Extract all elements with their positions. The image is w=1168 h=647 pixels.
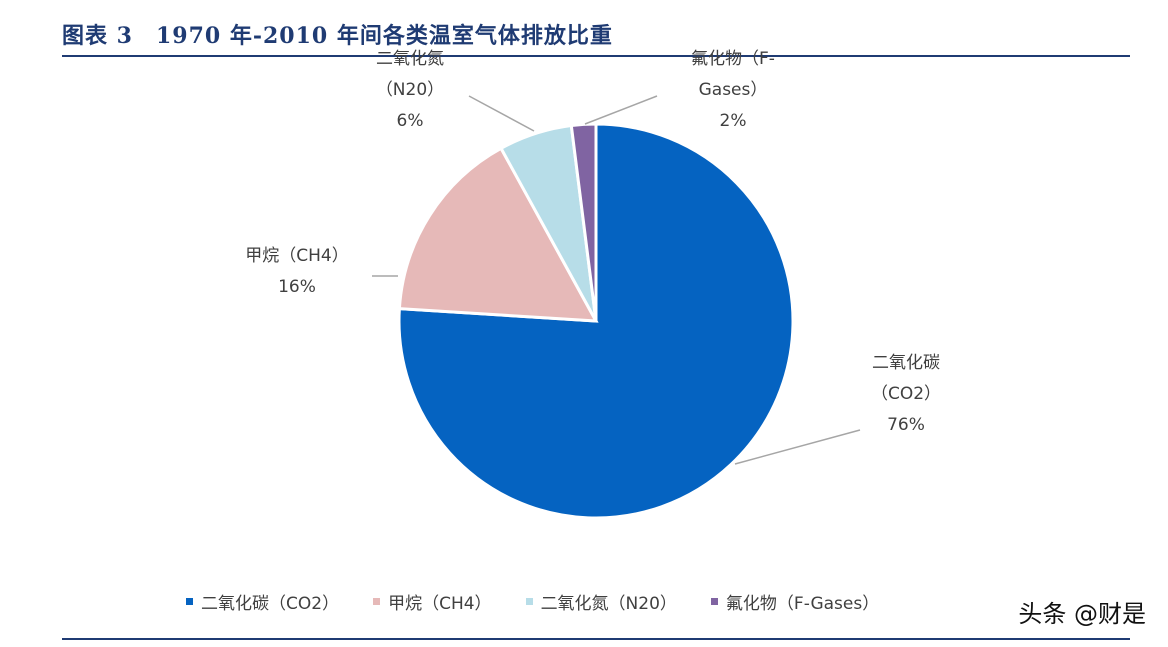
bottom-divider <box>62 638 1130 640</box>
legend-label-ch4: 甲烷（CH4） <box>388 593 492 614</box>
legend-item-ch4: 甲烷（CH4） <box>373 589 492 614</box>
legend-item-fgases: 氟化物（F-Gases） <box>710 589 880 614</box>
chart-legend: 二氧化碳（CO2） 甲烷（CH4） 二氧化氮（N20） 氟化物（F-Gases） <box>186 588 879 614</box>
legend-swatch-co2 <box>186 597 193 605</box>
data-label-co2: 二氧化碳（CO2） 76% <box>871 353 941 435</box>
data-label-fgases: 氟化物（F-Gases） 2% <box>691 49 775 131</box>
watermark-text: 头条 @财是 <box>1018 600 1146 628</box>
legend-swatch-ch4 <box>373 597 381 605</box>
top-divider <box>62 55 1130 57</box>
legend-label-n20: 二氧化氮（N20） <box>540 593 677 614</box>
legend-item-co2: 二氧化碳（CO2） <box>186 589 339 614</box>
pie-slice-co2 <box>397 122 795 520</box>
pie-slice-ch4 <box>397 146 599 323</box>
leader-line-n20 <box>468 95 535 132</box>
legend-item-n20: 二氧化氮（N20） <box>525 589 677 614</box>
pie-slice-fgases <box>569 122 598 322</box>
legend-swatch-fgases <box>710 597 718 605</box>
data-label-n20: 二氧化氮（N20） 6% <box>376 49 444 131</box>
leader-line-co2 <box>734 429 861 465</box>
legend-label-co2: 二氧化碳（CO2） <box>201 593 340 614</box>
leader-line-fgases <box>584 95 658 125</box>
legend-swatch-n20 <box>525 597 533 605</box>
figure-title: 图表 3 1970 年-2010 年间各类温室气体排放比重 <box>62 23 613 49</box>
data-label-ch4: 甲烷（CH4） 16% <box>245 246 348 297</box>
legend-label-fgases: 氟化物（F-Gases） <box>725 593 880 614</box>
